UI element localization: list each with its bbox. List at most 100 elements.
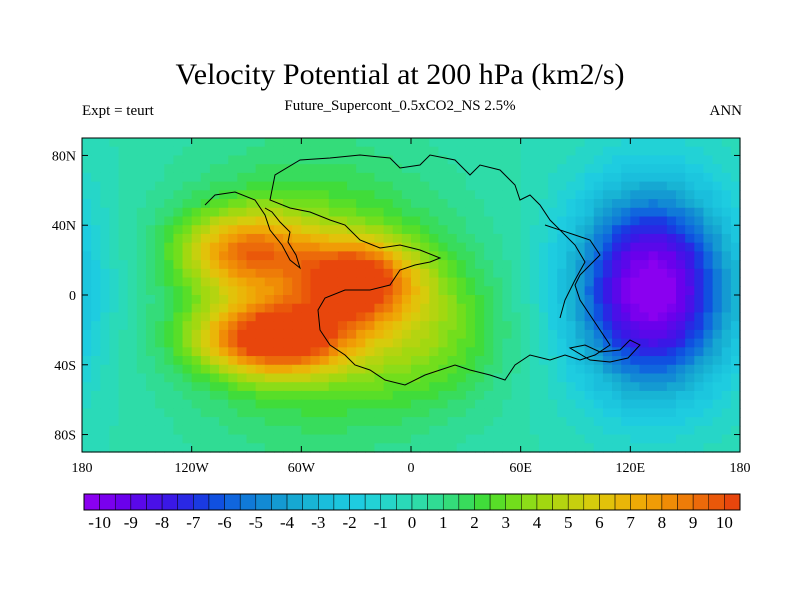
field-cell xyxy=(356,408,366,418)
field-cell xyxy=(136,408,147,418)
field-cell xyxy=(557,303,567,314)
field-cell xyxy=(292,146,302,157)
field-cell xyxy=(712,164,723,174)
field-cell xyxy=(200,207,211,218)
field-cell xyxy=(164,190,174,200)
field-cell xyxy=(703,295,714,305)
field-cell xyxy=(356,242,366,252)
field-cell xyxy=(127,321,138,331)
field-cell xyxy=(209,303,220,314)
field-cell xyxy=(429,268,440,279)
field-cell xyxy=(356,225,366,235)
field-cell xyxy=(264,329,275,340)
field-cell xyxy=(283,277,293,287)
field-cell xyxy=(255,216,266,226)
field-cell xyxy=(328,399,339,409)
field-cell xyxy=(502,155,513,165)
x-tick-label: 120W xyxy=(175,461,210,476)
field-cell xyxy=(566,321,577,331)
field-cell xyxy=(237,329,248,340)
field-cell xyxy=(712,216,723,226)
field-cell xyxy=(657,190,668,200)
field-cell xyxy=(575,382,586,392)
field-cell xyxy=(712,260,723,270)
field-cell xyxy=(246,155,257,165)
field-cell xyxy=(273,233,284,244)
field-cell xyxy=(538,408,549,418)
field-cell xyxy=(392,233,403,244)
field-cell xyxy=(200,155,211,165)
field-cell xyxy=(456,225,467,235)
field-cell xyxy=(292,225,302,235)
field-cell xyxy=(657,408,668,418)
field-cell xyxy=(721,172,732,183)
field-cell xyxy=(529,233,540,244)
field-cell xyxy=(401,399,412,409)
field-cell xyxy=(411,434,421,444)
field-cell xyxy=(191,277,202,287)
colorbar-swatch xyxy=(318,493,335,511)
field-cell xyxy=(529,251,540,261)
field-cell xyxy=(438,138,449,148)
field-cell xyxy=(365,321,376,331)
field-cell xyxy=(365,277,376,287)
field-cell xyxy=(392,138,403,148)
field-cell xyxy=(392,164,403,174)
field-cell xyxy=(612,155,622,165)
field-cell xyxy=(584,225,595,235)
field-cell xyxy=(228,382,238,392)
field-cell xyxy=(255,268,266,279)
field-cell xyxy=(82,347,92,357)
field-cell xyxy=(548,146,558,157)
colorbar-swatch xyxy=(271,493,288,511)
field-cell xyxy=(694,268,705,279)
field-cell xyxy=(511,181,522,191)
field-cell xyxy=(420,138,430,148)
field-cell xyxy=(191,233,202,244)
field-cell xyxy=(511,146,522,157)
field-cell xyxy=(328,347,339,357)
colorbar-swatch xyxy=(521,493,538,511)
field-cell xyxy=(200,443,211,453)
field-cell xyxy=(209,233,220,244)
field-cell xyxy=(694,233,705,244)
field-cell xyxy=(328,138,339,148)
field-cell xyxy=(191,286,202,296)
field-cell xyxy=(164,382,174,392)
field-cell xyxy=(209,225,220,235)
field-cell xyxy=(548,172,558,183)
field-cell xyxy=(557,399,567,409)
field-cell xyxy=(493,164,503,174)
field-cell xyxy=(447,181,458,191)
field-cell xyxy=(511,164,522,174)
field-cell xyxy=(456,373,467,383)
field-cell xyxy=(447,268,458,279)
field-cell xyxy=(273,172,284,183)
field-cell xyxy=(219,233,229,244)
field-cell xyxy=(264,347,275,357)
field-cell xyxy=(493,312,503,322)
field-cell xyxy=(484,347,494,357)
field-cell xyxy=(319,356,330,366)
field-cell xyxy=(292,164,302,174)
field-cell xyxy=(666,155,677,165)
field-cell xyxy=(228,286,238,296)
field-cell xyxy=(502,146,513,157)
field-cell xyxy=(511,321,522,331)
colorbar-swatch xyxy=(193,493,210,511)
field-cell xyxy=(109,329,120,340)
field-cell xyxy=(484,233,494,244)
field-cell xyxy=(538,286,549,296)
field-cell xyxy=(219,356,229,366)
field-cell xyxy=(109,242,120,252)
field-cell xyxy=(347,347,357,357)
field-cell xyxy=(191,251,202,261)
field-cell xyxy=(383,382,394,392)
field-cell xyxy=(255,312,266,322)
field-cell xyxy=(411,172,421,183)
field-cell xyxy=(703,260,714,270)
field-cell xyxy=(721,390,732,401)
field-cell xyxy=(319,417,330,427)
field-cell xyxy=(219,190,229,200)
field-cell xyxy=(730,399,741,409)
